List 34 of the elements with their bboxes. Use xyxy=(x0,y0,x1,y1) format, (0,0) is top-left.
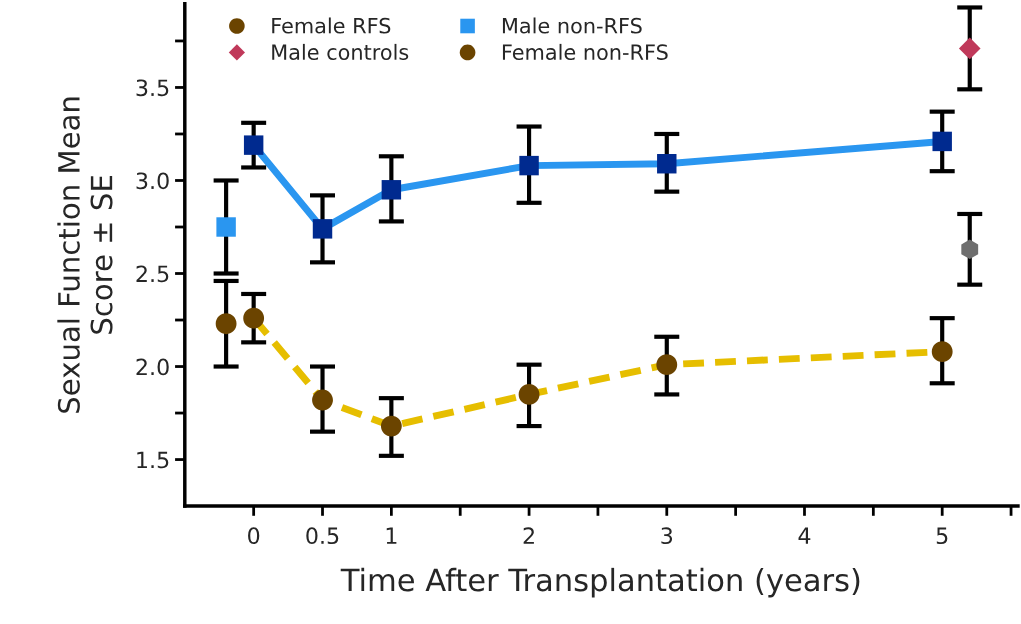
x-tick-label: 2 xyxy=(523,527,534,544)
legend-label: Female RFS xyxy=(272,17,391,34)
x-tick-label: 3 xyxy=(661,527,673,545)
y-tick-label: 3.5 xyxy=(136,79,169,97)
point xyxy=(656,354,678,376)
x-tick-label: 4 xyxy=(798,527,811,544)
point xyxy=(931,341,953,363)
point xyxy=(243,135,264,155)
point xyxy=(519,155,539,176)
point xyxy=(657,154,677,174)
point xyxy=(958,37,981,60)
x-tick-label: 5 xyxy=(936,527,948,545)
point xyxy=(312,389,333,411)
x-tick-label: 0.5 xyxy=(306,527,339,545)
x-axis-title: Time After Transplantation (years) xyxy=(340,567,860,598)
y-tick-label: 2.5 xyxy=(136,265,169,283)
x-tick-label: 0 xyxy=(248,527,260,545)
point xyxy=(381,180,402,200)
legend-label: Male controls xyxy=(272,43,409,61)
point xyxy=(243,307,265,329)
legend-label: Female non-RFS xyxy=(502,43,668,61)
legend-label: Male non-RFS xyxy=(502,17,642,34)
point xyxy=(380,415,402,437)
point xyxy=(518,384,540,405)
y-tick-label: 3.0 xyxy=(136,172,169,190)
y-tick-label: 1.5 xyxy=(137,451,169,469)
y-tick-label: 2.0 xyxy=(136,358,169,376)
point xyxy=(312,219,333,239)
point xyxy=(216,217,236,237)
y-axis-title: Sexual Function Mean Score ± SE xyxy=(57,97,113,413)
x-tick-label: 1 xyxy=(386,527,397,544)
point xyxy=(215,313,237,335)
point xyxy=(932,131,952,152)
point xyxy=(961,239,979,260)
